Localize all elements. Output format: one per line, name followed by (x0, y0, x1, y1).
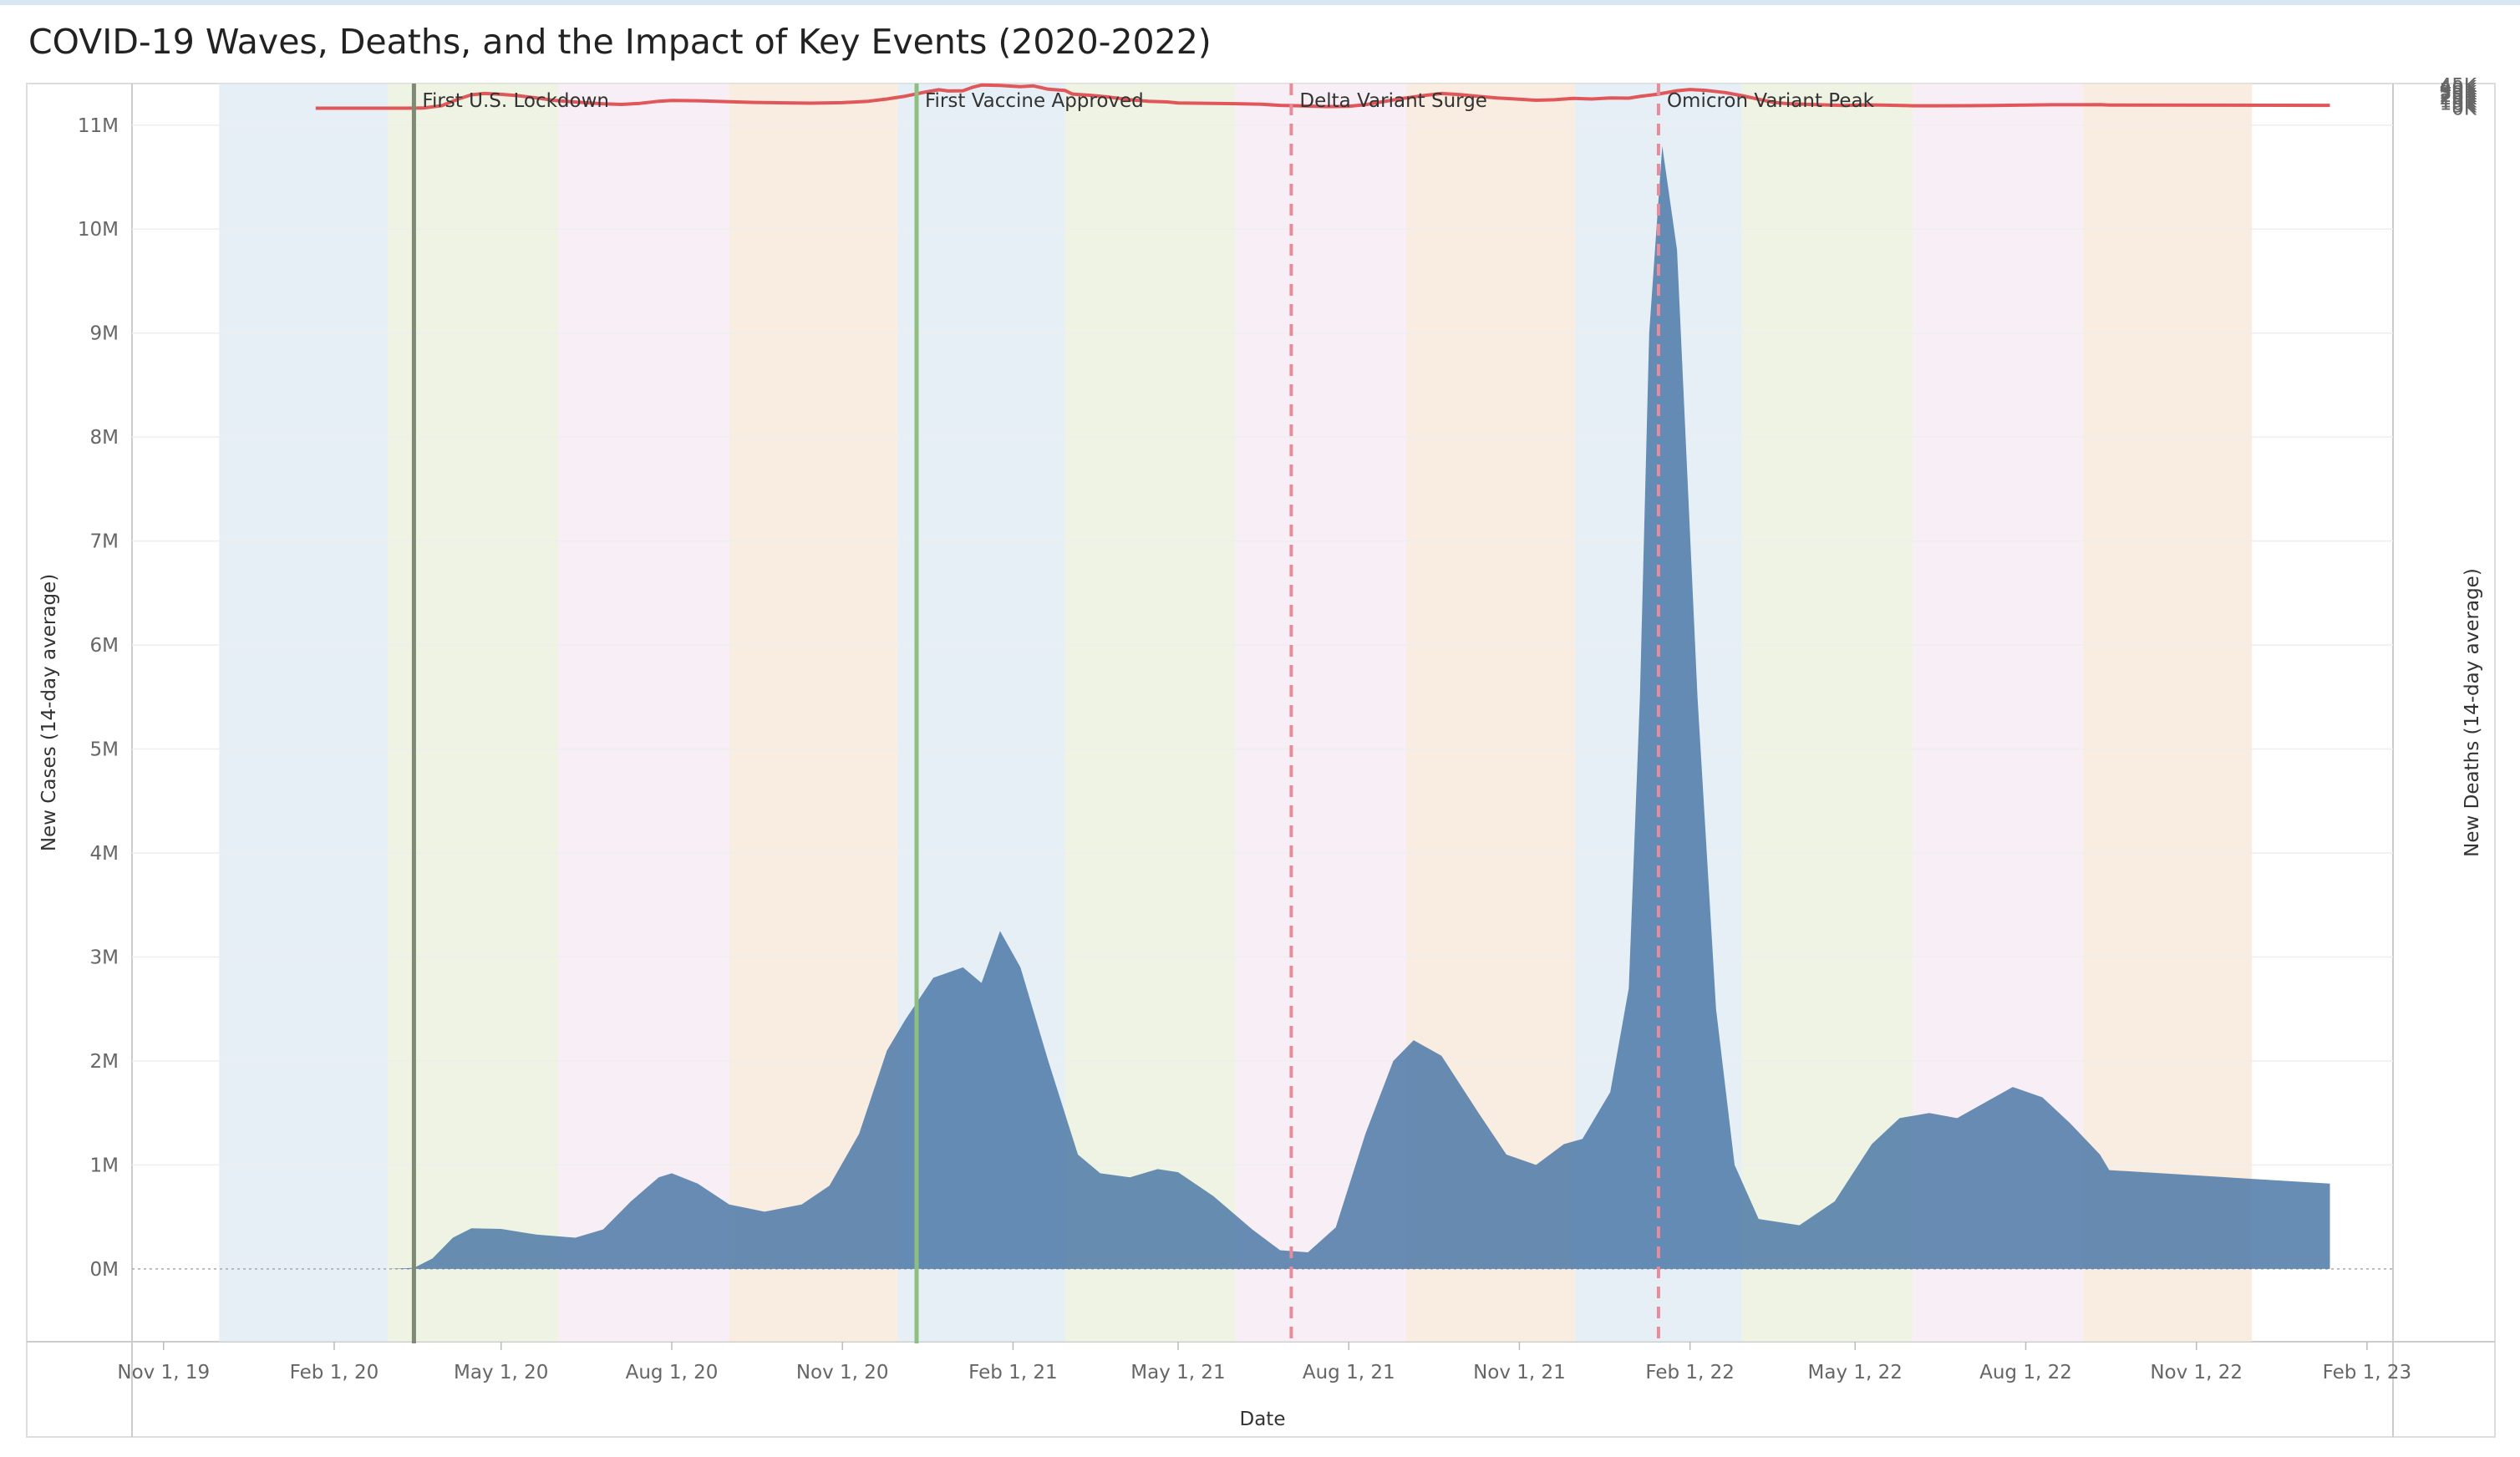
x-tick-label: Nov 1, 21 (1473, 1362, 1566, 1383)
y-axis-left-label: New Cases (14-day average) (38, 574, 60, 851)
x-tick-label: Feb 1, 23 (2323, 1362, 2412, 1383)
x-tick-label: May 1, 21 (1130, 1362, 1225, 1383)
y-left-tick-label: 2M (90, 1051, 119, 1073)
y-left-tick-label: 9M (90, 323, 119, 345)
x-tick-label: Aug 1, 22 (1979, 1362, 2072, 1383)
x-tick-label: May 1, 22 (1808, 1362, 1903, 1383)
season-band (558, 84, 729, 1342)
y-left-tick-label: 3M (90, 947, 119, 968)
deaths-line (315, 83, 2330, 110)
y-left-tick-label: 4M (90, 843, 119, 865)
y-right-tick-label: 40K (2440, 78, 2477, 99)
y-right-tick-label: 25K (2440, 85, 2477, 107)
y-right-tick-label: 0K (2451, 99, 2477, 120)
y-left-tick-label: 10M (78, 219, 119, 241)
y-right-tick-label: 30K (2440, 83, 2477, 104)
y-right-tick-label: 20K (2440, 88, 2477, 109)
y-right-tick-label: 15K (2440, 90, 2477, 112)
x-tick-label: Aug 1, 20 (626, 1362, 719, 1383)
x-tick-label: May 1, 20 (454, 1362, 548, 1383)
y-left-tick-label: 11M (78, 115, 119, 137)
y-left-tick-label: 7M (90, 531, 119, 553)
event-label: First U.S. Lockdown (422, 90, 609, 112)
y-right-tick-label: 10K (2440, 93, 2477, 114)
y-right-tick-label: 5K (2451, 95, 2477, 117)
event-label: Delta Variant Surge (1299, 90, 1487, 112)
y-left-tick-label: 6M (90, 635, 119, 657)
event-label: Omicron Variant Peak (1667, 90, 1875, 112)
season-bands (219, 84, 2253, 1342)
y-left-tick-label: 8M (90, 427, 119, 449)
x-axis-label: Date (1240, 1409, 1286, 1430)
season-band (1741, 84, 1913, 1342)
axes: 0M 1M 2M 3M 4M 5M 6M 7M 8M 9M 10M 11M 0K5K10K15K20K2… (78, 75, 2477, 1383)
x-tick-label: Nov 1, 22 (2150, 1362, 2243, 1383)
event-label: First Vaccine Approved (925, 90, 1144, 112)
y-right-tick-label: 35K (2440, 80, 2477, 102)
y-left-tick-label: 5M (90, 739, 119, 761)
x-tick-label: Nov 1, 19 (117, 1362, 210, 1383)
top-accent-bar (0, 0, 2520, 5)
x-tick-label: Feb 1, 22 (1645, 1362, 1735, 1383)
season-band (2083, 84, 2253, 1342)
y-left-tick-label: 1M (90, 1155, 119, 1176)
x-tick-label: Feb 1, 20 (290, 1362, 379, 1383)
x-tick-label: Nov 1, 20 (796, 1362, 889, 1383)
y-axis-right-label: New Deaths (14-day average) (2462, 568, 2483, 857)
event-markers: First U.S. Lockdown First Vaccine Approve… (411, 84, 1875, 1343)
y-left-tick-label: 0M (90, 1259, 119, 1281)
x-tick-label: Aug 1, 21 (1303, 1362, 1395, 1383)
y-right-tick-label: 45K (2440, 75, 2477, 97)
season-band (219, 84, 389, 1342)
x-tick-label: Feb 1, 21 (968, 1362, 1058, 1383)
season-band (388, 84, 559, 1342)
chart-title: COVID-19 Waves, Deaths, and the Impact o… (28, 22, 1212, 62)
season-band (1064, 84, 1236, 1342)
deaths-line-layer (315, 83, 2330, 110)
